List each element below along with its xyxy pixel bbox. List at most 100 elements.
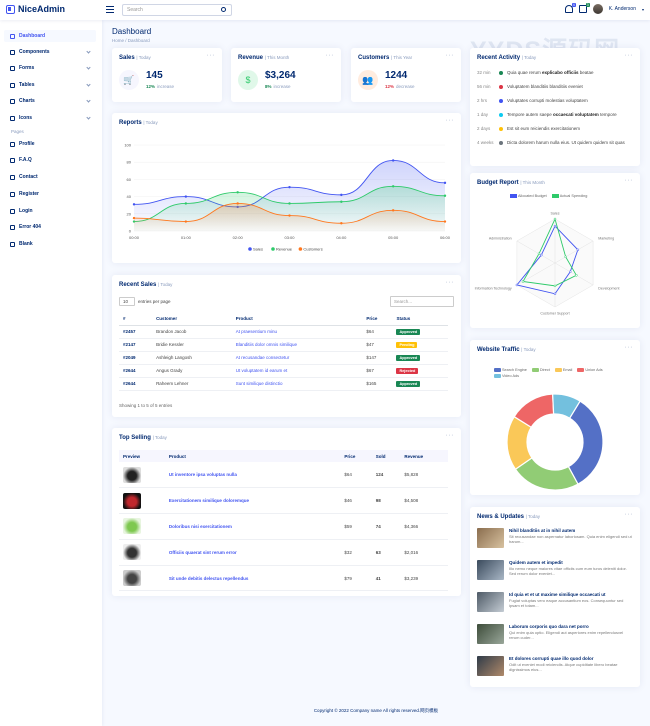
news-item[interactable]: Laborum corporis quo dara net porro Qui e… <box>477 624 633 644</box>
user-name[interactable]: K. Anderson <box>608 6 636 12</box>
news-excerpt: Fugiat voluptas vero eaque accusantium e… <box>509 598 624 609</box>
series-area-customers <box>134 203 445 231</box>
sidebar-page-login[interactable]: Login <box>4 205 96 217</box>
table-row[interactable]: #2457 Brandon Jacob At praesentium minu $64… <box>119 325 448 339</box>
column-header[interactable]: # <box>119 313 153 326</box>
recent-sales-table: # Customer Product Price Status #2457 Brandon… <box>119 313 448 391</box>
chat-icon[interactable]: 3 <box>578 3 590 13</box>
order-id[interactable]: #2457 <box>119 325 153 339</box>
more-icon[interactable]: ··· <box>445 117 454 124</box>
more-icon[interactable]: ··· <box>624 344 633 351</box>
news-headline[interactable]: Nihil blanditiis at in nihil autem <box>509 528 576 533</box>
product-link[interactable]: Sunt similique distinctio <box>231 377 363 391</box>
entries-select[interactable]: 10 <box>119 297 136 306</box>
more-icon[interactable]: ··· <box>624 177 633 184</box>
order-id[interactable]: #2644 <box>119 377 153 391</box>
news-item[interactable]: Id quia et et ut maxime similique occaec… <box>477 592 633 612</box>
sidebar-page-error-404[interactable]: Error 404 <box>4 221 96 233</box>
sidebar-page-profile[interactable]: Profile <box>4 138 96 150</box>
sidebar-item-charts[interactable]: Charts <box>4 95 96 107</box>
table-row[interactable]: #2147 Bridie Kessler Blanditiis dolor omni… <box>119 338 448 352</box>
news-item[interactable]: Quidem autem et impedit Illo nemo neque m… <box>477 560 633 580</box>
sidebar-item-dashboard[interactable]: Dashboard <box>4 30 96 42</box>
news-item[interactable]: Et dolores corrupti quae illo quod dolor… <box>477 656 633 676</box>
page-icon <box>10 208 15 214</box>
sidebar-item-tables[interactable]: Tables <box>4 79 96 91</box>
news-item[interactable]: Nihil blanditiis at in nihil autem Sit re… <box>477 528 633 548</box>
table-row[interactable]: #2644 Angus Grady Ut voluptatem id earum e… <box>119 364 448 378</box>
activity-time: 2 days <box>477 126 491 131</box>
more-icon[interactable]: ··· <box>445 432 454 439</box>
avatar[interactable] <box>592 4 603 14</box>
kpi-change: 12% decrease <box>385 84 415 89</box>
order-id[interactable]: #2644 <box>119 364 153 378</box>
sidebar-item-components[interactable]: Components <box>4 46 96 58</box>
news-thumbnail[interactable] <box>477 560 504 580</box>
reports-line-chart: 0 20 40 60 80 100 00:00 01:00 02:00 03:00 04:00 05:… <box>124 143 450 252</box>
sidebar-item-icons[interactable]: Icons <box>4 112 96 124</box>
sidebar-page-contact[interactable]: Contact <box>4 171 96 183</box>
chevron-down-icon[interactable]: ▾ <box>641 6 644 12</box>
news-headline[interactable]: Et dolores corrupti quae illo quod dolor <box>509 656 594 661</box>
activity-dot-icon <box>499 113 503 117</box>
more-icon[interactable]: ··· <box>624 511 633 518</box>
search-input[interactable]: Search <box>122 4 232 16</box>
table-row[interactable]: #2644 Raheem Lehner Sunt similique distinc… <box>119 377 448 391</box>
page-icon <box>10 141 15 147</box>
sidebar-toggle-icon[interactable] <box>106 6 114 13</box>
headphones-image[interactable] <box>123 570 141 587</box>
table-row[interactable]: #2049 Ashleigh Langosh At recusandae conse… <box>119 351 448 365</box>
news-thumbnail[interactable] <box>477 592 504 612</box>
table-search-input[interactable]: Search... <box>390 296 454 307</box>
kpi-card-customers: Customers | This Year ··· 👥 1244 12% decrease <box>351 48 461 102</box>
bottle-image[interactable] <box>123 518 141 535</box>
speaker-image[interactable] <box>123 492 141 509</box>
product-link[interactable]: Blanditiis dolor omnis similique <box>231 338 363 352</box>
bell-icon[interactable]: 4 <box>564 3 576 13</box>
legend-label: Revenue <box>276 247 293 252</box>
news-headline[interactable]: Quidem autem et impedit <box>509 560 563 565</box>
shoe-image[interactable] <box>123 466 141 483</box>
order-id[interactable]: #2147 <box>119 338 153 352</box>
product-link[interactable]: Ut voluptatem id earum et <box>231 364 363 378</box>
news-thumbnail[interactable] <box>477 656 504 676</box>
news-headline[interactable]: Id quia et et ut maxime similique occaec… <box>509 592 606 597</box>
news-headline[interactable]: Laborum corporis quo dara net porro <box>509 624 589 629</box>
activity-dot-icon <box>499 71 503 75</box>
radar-point <box>553 217 557 221</box>
more-icon[interactable]: ··· <box>445 279 454 286</box>
column-header[interactable]: Product <box>231 313 363 326</box>
product-link[interactable]: Ut inventore ipsa voluptas nulla <box>164 462 341 489</box>
more-icon[interactable]: ··· <box>206 52 215 59</box>
activity-dot-icon <box>499 99 503 103</box>
order-id[interactable]: #2049 <box>119 351 153 365</box>
activity-title: Recent Activity | Today <box>477 55 537 61</box>
more-icon[interactable]: ··· <box>325 52 334 59</box>
news-thumbnail[interactable] <box>477 528 504 548</box>
sidebar-item-forms[interactable]: Forms <box>4 62 96 74</box>
product-link[interactable]: At recusandae consectetur <box>231 351 363 365</box>
breadcrumb[interactable]: Home / Dashboard <box>112 38 150 43</box>
logo[interactable]: NiceAdmin <box>6 4 65 14</box>
product-link[interactable]: Sit unde debitis delectus repellendus <box>164 565 341 592</box>
sidebar-page-register[interactable]: Register <box>4 188 96 200</box>
product-link[interactable]: Officiis quaerat sint rerum error <box>164 539 341 566</box>
sunglasses-image[interactable] <box>123 544 141 561</box>
column-header[interactable]: Status <box>392 313 448 326</box>
search-icon[interactable] <box>221 7 226 12</box>
news-thumbnail[interactable] <box>477 624 504 644</box>
customer-name: Ashleigh Langosh <box>152 351 232 365</box>
more-icon[interactable]: ··· <box>445 52 454 59</box>
product-link[interactable]: Exercitationem similique doloremque <box>164 487 341 515</box>
column-header[interactable]: Customer <box>152 313 232 326</box>
product-link[interactable]: At praesentium minu <box>231 325 363 339</box>
sidebar-page-blank[interactable]: Blank <box>4 238 96 250</box>
sidebar-item-label: Forms <box>19 65 35 71</box>
customer-name: Bridie Kessler <box>152 338 232 352</box>
column-header[interactable]: Price <box>362 313 393 326</box>
data-point <box>132 216 136 220</box>
product-link[interactable]: Doloribus nisi exercitationem <box>164 513 341 540</box>
sidebar-page-f-a-q[interactable]: F.A.Q <box>4 154 96 166</box>
more-icon[interactable]: ··· <box>624 52 633 59</box>
activity-text: Quia quae rerum explicabo officiis beata… <box>507 70 594 75</box>
